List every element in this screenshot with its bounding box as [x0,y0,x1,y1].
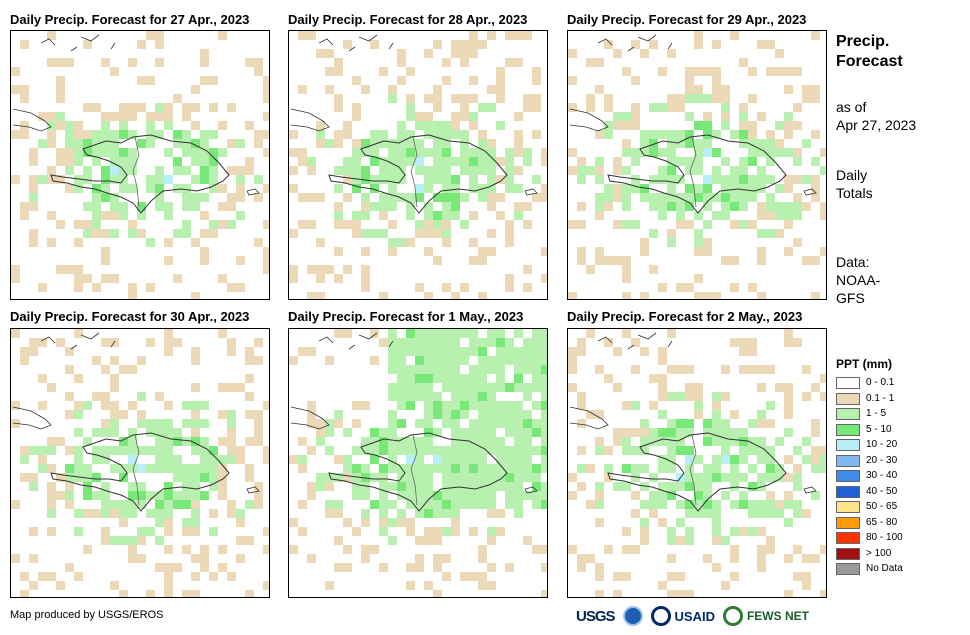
legend-swatch [836,501,860,513]
legend-label: 0.1 - 1 [866,392,895,404]
legend-label: 20 - 30 [866,454,898,466]
legend-label: 0 - 0.1 [866,377,895,388]
legend-label: 1 - 5 [866,408,887,419]
forecast-map [10,328,270,598]
legend-title: PPT (mm) [836,357,893,371]
legend-label: No Data [866,563,903,574]
legend-swatch [836,532,860,544]
partner-logos: USGS USAID FEWS NET [576,603,809,629]
legend-swatch [836,408,860,420]
fews-net-logo: FEWS NET [722,606,809,626]
noaa-logo [622,606,643,626]
legend-swatch [836,377,860,389]
legend-swatch [836,423,860,436]
forecast-map [288,30,548,300]
legend-label: 40 - 50 [866,485,898,497]
data-source: Data: NOAA- GFS [836,254,881,306]
as-of-date: as of Apr 27, 2023 [836,99,917,133]
panel-title: Daily Precip. Forecast for 29 Apr., 2023 [567,12,807,27]
forecast-map [10,30,270,300]
legend-label: > 100 [866,547,892,559]
legend-swatch [836,392,860,405]
legend-swatch [836,454,860,467]
usgs-logo: USGS [576,607,616,625]
usaid-logo: USAID [650,606,715,626]
legend-label: 80 - 100 [866,532,903,543]
legend-swatch [836,439,860,451]
legend-label: 65 - 80 [866,516,898,528]
panel-title: Daily Precip. Forecast for 2 May., 2023 [567,309,803,324]
panel-title: Daily Precip. Forecast for 28 Apr., 2023 [288,12,528,27]
legend-swatch [836,516,860,529]
forecast-map [567,30,827,300]
forecast-map [567,328,827,598]
panel-title: Daily Precip. Forecast for 30 Apr., 2023 [10,309,250,324]
legend-label: 5 - 10 [866,423,892,435]
legend-swatch [836,470,860,482]
map-credit: Map produced by USGS/EROS [10,609,164,621]
side-title: Precip. Forecast [836,33,903,70]
panel-title: Daily Precip. Forecast for 27 Apr., 2023 [10,12,250,27]
legend-label: 30 - 40 [866,470,898,481]
panel-title: Daily Precip. Forecast for 1 May., 2023 [288,309,524,324]
daily-totals-label: Daily Totals [836,167,873,201]
legend-swatch [836,563,860,575]
legend-swatch [836,547,860,560]
legend-swatch [836,485,860,498]
legend-label: 50 - 65 [866,501,898,512]
forecast-map [288,328,548,598]
legend-label: 10 - 20 [866,439,898,450]
